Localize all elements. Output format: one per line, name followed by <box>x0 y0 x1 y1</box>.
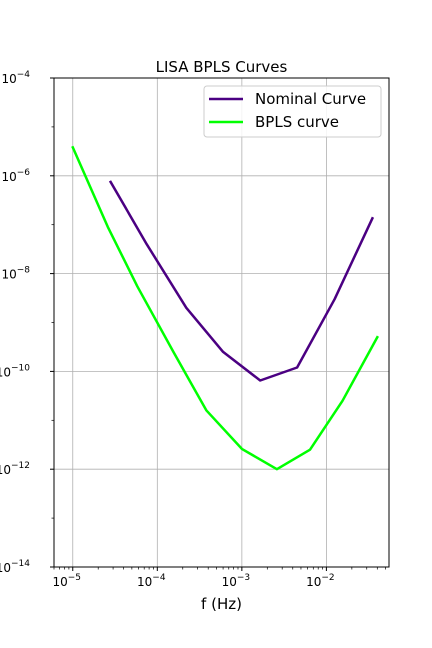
x-tick-label: 10−3 <box>222 573 251 589</box>
x-tick-label: 10−4 <box>137 573 166 589</box>
ticks: 10−5 10−4 10−3 10−2 10−4 10−6 10−8 10−10 10−12 10… <box>0 70 386 589</box>
axes-frame <box>53 77 390 568</box>
y-tick-label: 10−12 <box>0 461 30 477</box>
legend-frame <box>203 85 382 138</box>
legend-label-nominal: Nominal Curve <box>255 90 366 108</box>
grid <box>54 78 389 567</box>
x-axis-label: f (Hz) <box>201 595 242 613</box>
series-line-nominal <box>108 180 375 382</box>
legend-label-bpls: BPLS curve <box>255 113 339 131</box>
legend: Nominal Curve BPLS curve <box>203 85 382 138</box>
x-tick-label: 10−5 <box>52 573 81 589</box>
y-tick-label: 10−6 <box>1 168 30 184</box>
y-tick-label: 10−8 <box>1 266 30 282</box>
y-tick-label: 10−14 <box>0 559 30 575</box>
series-line-bpls <box>71 145 379 471</box>
x-tick-label: 10−2 <box>306 573 335 589</box>
chart-title: LISA BPLS Curves <box>156 58 288 76</box>
series-layer <box>71 145 379 471</box>
y-tick-label: 10−4 <box>1 70 30 86</box>
y-tick-label: 10−10 <box>0 363 30 379</box>
